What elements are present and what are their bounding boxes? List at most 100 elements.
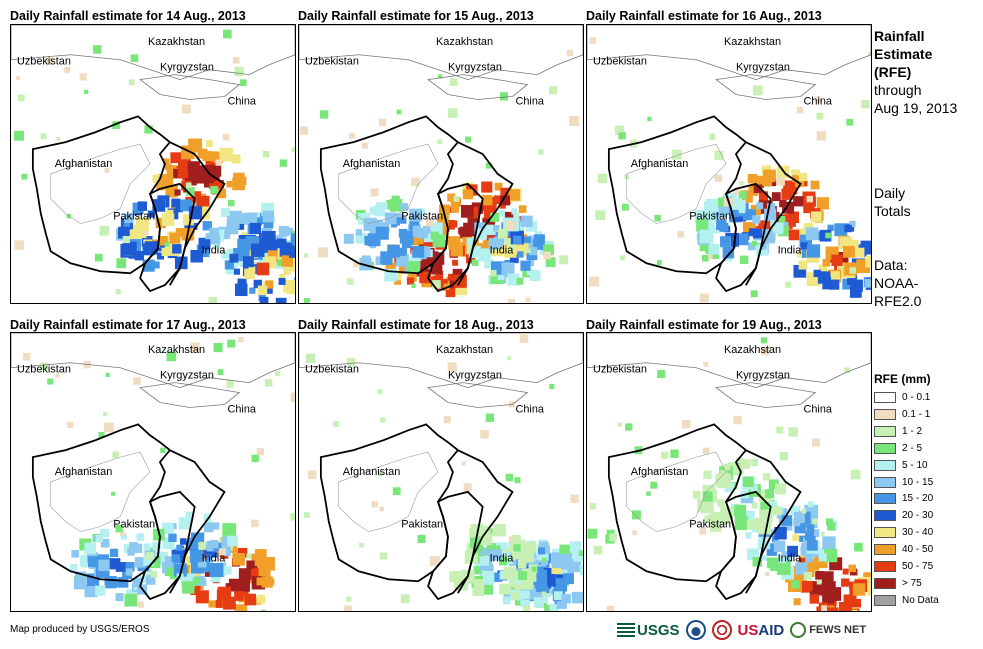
map-label-kazakhstan: Kazakhstan	[148, 36, 205, 48]
rainfall-cell	[609, 533, 617, 542]
rainfall-cell	[812, 438, 821, 447]
legend-item: 2 - 5	[874, 442, 922, 455]
rainfall-cell	[209, 151, 220, 162]
rainfall-cell	[184, 173, 197, 186]
map-label-kyrgyzstan: Kyrgyzstan	[448, 62, 502, 74]
rainfall-cell	[193, 191, 202, 199]
rainfall-cell	[182, 581, 195, 594]
rainfall-cell	[563, 573, 574, 585]
rainfall-cell	[429, 556, 440, 567]
rainfall-cell	[450, 204, 459, 213]
rainfall-cell	[438, 74, 443, 79]
rainfall-cell	[190, 249, 203, 263]
india-border	[457, 449, 514, 594]
rainfall-cell	[116, 578, 126, 587]
rainfall-cell	[187, 161, 200, 174]
rainfall-cell	[750, 290, 758, 298]
usgs-waves-icon	[617, 623, 635, 637]
rainfall-map-19: Kazakhstan Uzbekistan Kyrgyzstan China Afgha…	[586, 332, 872, 612]
rainfall-map-17: Kazakhstan Uzbekistan Kyrgyzstan China Afgha…	[10, 332, 296, 612]
rainfall-cell	[494, 182, 503, 191]
rainfall-cell	[743, 476, 754, 487]
map-label-india: India	[202, 244, 227, 256]
rainfall-cell	[767, 557, 778, 569]
rainfall-cell	[520, 260, 531, 271]
rainfall-cell	[647, 116, 652, 122]
rainfall-cell	[226, 180, 233, 188]
rainfall-cell	[595, 210, 606, 221]
rainfall-cell	[865, 255, 871, 268]
rainfall-cell	[699, 240, 710, 252]
rainfall-cell	[719, 222, 729, 232]
rainfall-cell	[762, 510, 773, 522]
rainfall-cell	[503, 566, 517, 580]
rainfall-cell	[262, 210, 275, 223]
map-label-india: India	[202, 552, 227, 564]
rainfall-cell	[144, 230, 149, 236]
rainfall-cell	[845, 605, 852, 611]
rainfall-cell	[794, 521, 806, 534]
india-border	[745, 141, 802, 286]
rainfall-cell	[56, 136, 61, 141]
rainfall-cell	[453, 195, 460, 202]
rainfall-cell	[238, 336, 244, 343]
rainfall-cell	[525, 248, 531, 254]
rainfall-cell	[709, 133, 716, 140]
legend-swatch	[874, 510, 896, 522]
legend-label: 1 - 2	[902, 425, 923, 437]
globe-icon	[790, 622, 807, 638]
rainfall-cell	[807, 501, 814, 508]
rainfall-cell	[143, 543, 151, 551]
rainfall-cell	[407, 272, 417, 282]
rainfall-cell	[210, 540, 219, 549]
rainfall-cell	[364, 235, 374, 246]
rainfall-cell	[500, 195, 511, 206]
rainfall-cell	[765, 489, 775, 499]
rainfall-cell	[758, 191, 769, 201]
rainfall-cell	[94, 253, 103, 262]
rainfall-cell	[267, 250, 279, 261]
legend-label: 0.1 - 1	[902, 408, 931, 420]
rainfall-cell	[161, 247, 170, 257]
rainfall-cell	[816, 112, 824, 120]
rainfall-cell	[205, 233, 212, 240]
rainfall-cell	[505, 220, 515, 231]
map-label-china: China	[515, 95, 544, 107]
rainfall-cell	[500, 586, 508, 593]
map-label-uzbekistan: Uzbekistan	[305, 364, 359, 376]
rainfall-cell	[222, 596, 236, 610]
rainfall-cell	[818, 264, 828, 274]
rainfall-cell	[181, 104, 191, 114]
map-label-kyrgyzstan: Kyrgyzstan	[160, 62, 214, 74]
rainfall-cell	[482, 194, 493, 206]
rainfall-cell	[232, 57, 240, 64]
rainfall-cell	[485, 413, 495, 422]
rainfall-cell	[14, 240, 25, 250]
rainfall-cell	[465, 136, 472, 143]
rainfall-cell	[513, 213, 520, 220]
rainfall-cell	[251, 454, 259, 463]
rainfall-cell	[216, 179, 224, 188]
rainfall-cell	[200, 165, 210, 175]
rainfall-cell	[130, 54, 139, 62]
map-canvas: Kazakhstan Uzbekistan Kyrgyzstan China Afgha…	[11, 333, 295, 611]
rainfall-cell	[791, 169, 800, 179]
rainfall-cell	[385, 262, 396, 273]
rainfall-cell	[847, 239, 859, 251]
rainfall-cell	[132, 577, 143, 588]
rainfall-cell	[497, 228, 508, 239]
legend-item: 0 - 0.1	[874, 391, 930, 404]
rainfall-cell	[752, 229, 763, 239]
map-label-uzbekistan: Uzbekistan	[593, 364, 647, 376]
rainfall-cell	[150, 570, 158, 578]
rainfall-cell	[391, 195, 400, 204]
rainfall-cell	[732, 464, 744, 476]
rainfall-cell	[513, 584, 521, 592]
rainfall-cell	[778, 555, 787, 564]
rainfall-cell	[443, 416, 451, 424]
legend-item: No Data	[874, 594, 939, 607]
rainfall-cell	[66, 214, 71, 219]
country-border	[299, 25, 583, 81]
rainfall-cell	[734, 504, 747, 517]
rainfall-cell	[193, 171, 206, 184]
